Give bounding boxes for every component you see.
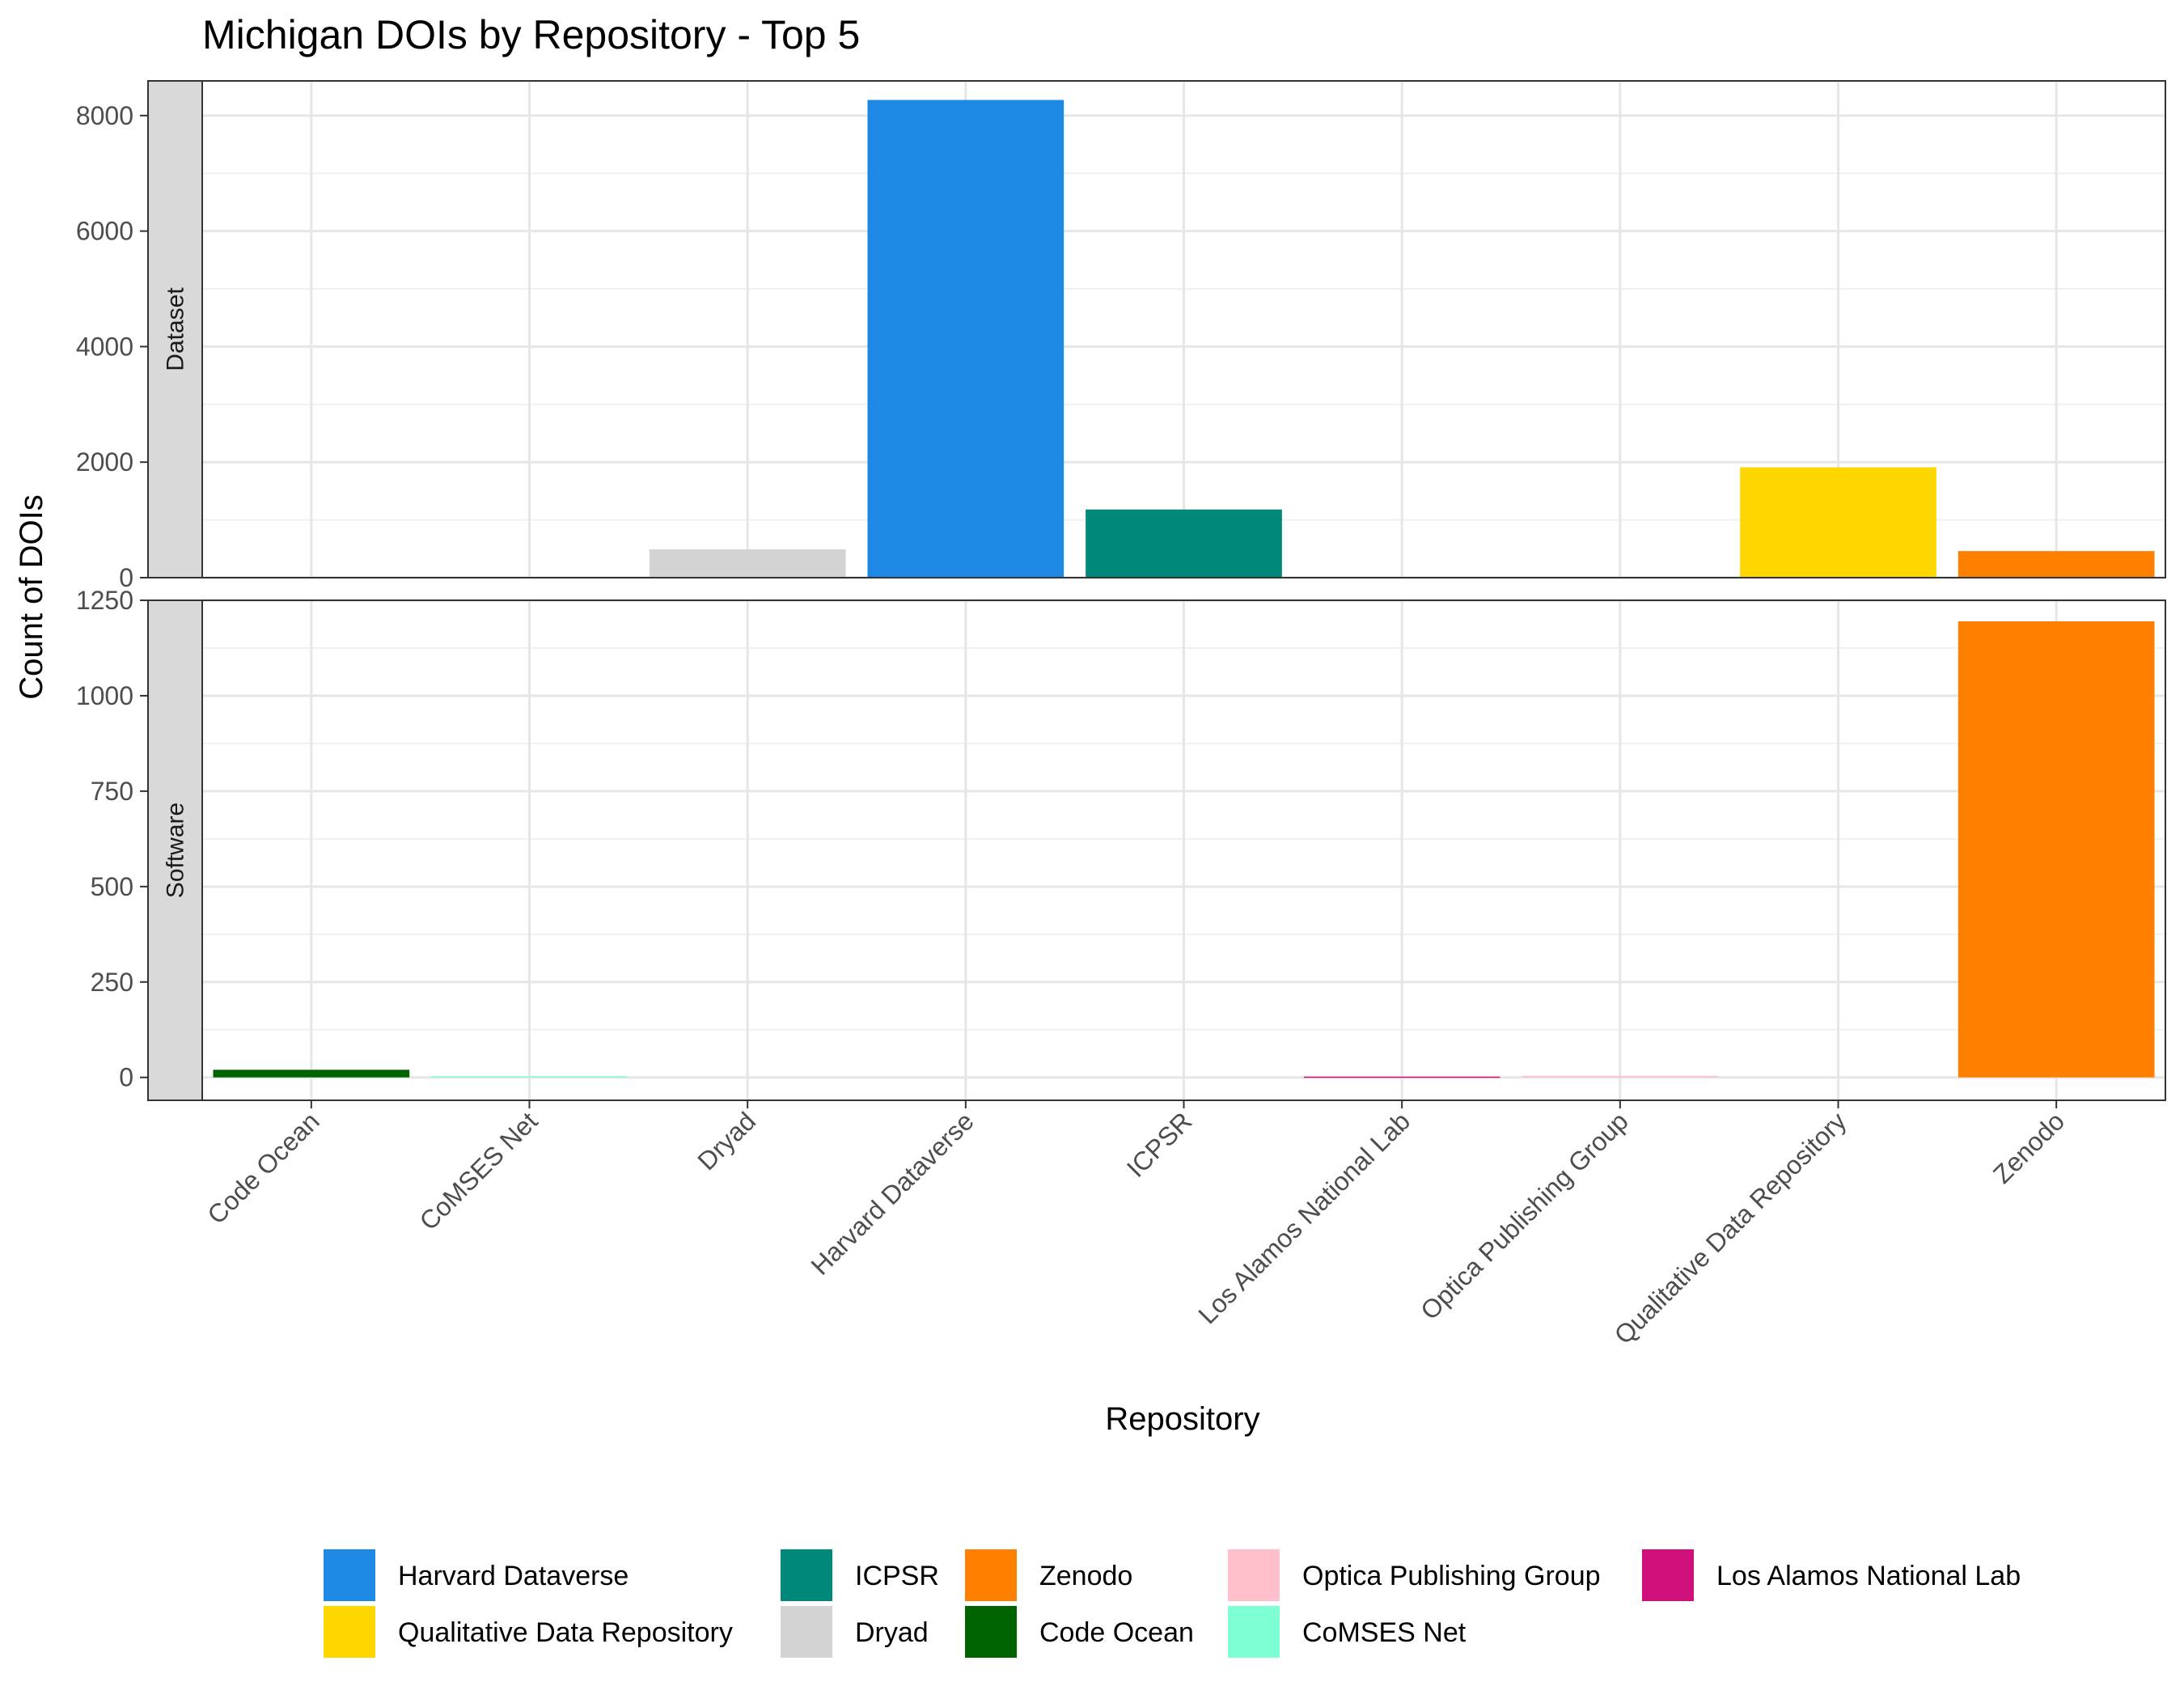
x-tick-label-optica-publishing-group: Optica Publishing Group bbox=[1415, 1106, 1634, 1325]
facet-strip-label: Dataset bbox=[163, 287, 189, 371]
y-tick-label: 750 bbox=[91, 777, 133, 806]
legend-label: Qualitative Data Repository bbox=[398, 1617, 733, 1648]
x-axis-ticks: Code Ocean CoMSES Net Dryad Harvard Dataver… bbox=[201, 1100, 2070, 1349]
y-tick-label: 8000 bbox=[76, 101, 133, 130]
legend-item-icpsr: ICPSR bbox=[781, 1549, 939, 1601]
legend-item-comses-net: CoMSES Net bbox=[1228, 1606, 1467, 1658]
legend-item-qualitative-data-repository: Qualitative Data Repository bbox=[324, 1606, 733, 1658]
facet-panels: 0 2000 4000 6000 8000 Dataset 0 250 500 750 1000 12… bbox=[76, 80, 2166, 1101]
x-tick-label-harvard-dataverse: Harvard Dataverse bbox=[805, 1106, 979, 1280]
x-tick-label-zenodo: Zenodo bbox=[1987, 1106, 2070, 1188]
y-tick-label: 500 bbox=[91, 872, 133, 901]
facet-strip bbox=[147, 80, 203, 578]
legend-swatch bbox=[965, 1549, 1017, 1601]
legend-swatch bbox=[324, 1549, 375, 1601]
legend-swatch bbox=[1642, 1549, 1694, 1601]
legend: Harvard Dataverse Qualitative Data Reposi… bbox=[324, 1549, 2021, 1658]
chart-title: Michigan DOIs by Repository - Top 5 bbox=[202, 12, 860, 57]
legend-item-harvard-dataverse: Harvard Dataverse bbox=[324, 1549, 629, 1601]
bar-dataset-zenodo bbox=[1958, 551, 2155, 578]
bar-software-optica-publishing-group bbox=[1522, 1075, 1719, 1078]
legend-item-zenodo: Zenodo bbox=[965, 1549, 1132, 1601]
legend-swatch bbox=[781, 1606, 832, 1658]
bar-dataset-qualitative-data-repository bbox=[1740, 467, 1936, 578]
legend-item-dryad: Dryad bbox=[781, 1606, 929, 1658]
y-tick-label: 1000 bbox=[76, 681, 133, 710]
x-tick-label-dryad: Dryad bbox=[692, 1106, 761, 1176]
legend-label: Zenodo bbox=[1039, 1561, 1132, 1591]
legend-item-code-ocean: Code Ocean bbox=[965, 1606, 1194, 1658]
y-tick-label: 250 bbox=[91, 968, 133, 997]
legend-swatch bbox=[1228, 1549, 1280, 1601]
facet-dataset: 0 2000 4000 6000 8000 Dataset bbox=[76, 80, 2166, 592]
legend-swatch bbox=[324, 1606, 375, 1658]
bar-software-code-ocean bbox=[213, 1070, 410, 1078]
legend-swatch bbox=[965, 1606, 1017, 1658]
y-tick-label: 2000 bbox=[76, 447, 133, 477]
x-tick-label-qualitative-data-repository: Qualitative Data Repository bbox=[1609, 1106, 1852, 1349]
y-tick-label: 1250 bbox=[76, 586, 133, 615]
legend-item-optica-publishing-group: Optica Publishing Group bbox=[1228, 1549, 1601, 1601]
bar-software-los-alamos-national-lab bbox=[1303, 1076, 1500, 1078]
bar-dataset-harvard-dataverse bbox=[867, 100, 1064, 578]
facet-strip bbox=[147, 600, 203, 1101]
legend-label: Harvard Dataverse bbox=[398, 1561, 629, 1591]
legend-swatch bbox=[781, 1549, 832, 1601]
legend-swatch bbox=[1228, 1606, 1280, 1658]
legend-label: CoMSES Net bbox=[1302, 1617, 1467, 1648]
bar-software-zenodo bbox=[1958, 621, 2155, 1078]
y-tick-label: 6000 bbox=[76, 217, 133, 246]
x-tick-label-icpsr: ICPSR bbox=[1121, 1106, 1198, 1183]
x-axis-title: Repository bbox=[1105, 1401, 1259, 1437]
legend-label: Los Alamos National Lab bbox=[1716, 1561, 2021, 1591]
x-tick-label-code-ocean: Code Ocean bbox=[201, 1106, 325, 1230]
y-tick-label: 0 bbox=[119, 1063, 133, 1092]
y-tick-label: 4000 bbox=[76, 332, 133, 361]
legend-label: ICPSR bbox=[855, 1561, 939, 1591]
x-tick-label-los-alamos-national-lab: Los Alamos National Lab bbox=[1192, 1106, 1416, 1329]
y-axis-title: Count of DOIs bbox=[14, 494, 49, 699]
y-tick-label: 0 bbox=[119, 563, 133, 592]
legend-label: Dryad bbox=[855, 1617, 929, 1648]
legend-label: Optica Publishing Group bbox=[1302, 1561, 1601, 1591]
legend-label: Code Ocean bbox=[1039, 1617, 1194, 1648]
bar-dataset-icpsr bbox=[1086, 509, 1282, 578]
legend-item-los-alamos-national-lab: Los Alamos National Lab bbox=[1642, 1549, 2021, 1601]
bar-dataset-dryad bbox=[649, 549, 846, 578]
facet-software: 0 250 500 750 1000 1250 Software bbox=[76, 586, 2166, 1101]
bar-software-comses-net bbox=[431, 1076, 628, 1078]
x-tick-label-comses-net: CoMSES Net bbox=[413, 1106, 543, 1235]
facet-strip-label: Software bbox=[163, 803, 189, 898]
